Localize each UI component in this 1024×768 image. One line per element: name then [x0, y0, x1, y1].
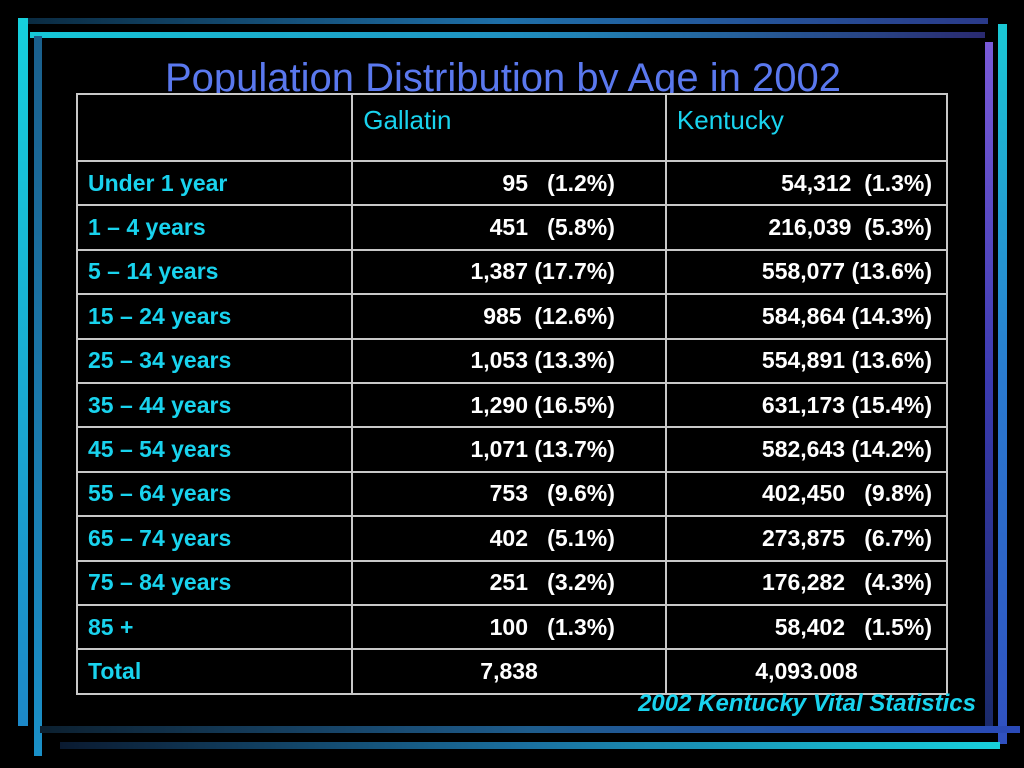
table-row: 45 – 54 years 1,071 (13.7%) 582,643 (14.2%…	[75, 426, 949, 473]
row-label: 55 – 64 years	[75, 470, 354, 518]
kentucky-value: 582,643 (14.2%)	[664, 426, 949, 473]
gallatin-value: 1,387 (17.7%)	[351, 248, 667, 296]
kentucky-value: 554,891 (13.6%)	[664, 337, 949, 384]
gallatin-value: 251 (3.2%)	[351, 559, 667, 606]
decorative-bar-top-2	[30, 32, 985, 38]
population-table: Gallatin Kentucky Under 1 year 95 (1.2%) 5…	[75, 93, 949, 695]
gallatin-value: 1,071 (13.7%)	[351, 426, 667, 473]
table-header-row: Gallatin Kentucky	[75, 93, 949, 162]
table-row: 55 – 64 years 753 (9.6%) 402,450 (9.8%)	[75, 470, 949, 518]
table-row: 35 – 44 years 1,290 (16.5%) 631,173 (15.4%…	[75, 381, 949, 429]
source-caption: 2002 Kentucky Vital Statistics	[638, 690, 976, 717]
table-row: 25 – 34 years 1,053 (13.3%) 554,891 (13.6%…	[75, 337, 949, 384]
kentucky-value: 58,402 (1.5%)	[664, 603, 949, 651]
table-row: 75 – 84 years 251 (3.2%) 176,282 (4.3%)	[75, 559, 949, 606]
gallatin-value: 753 (9.6%)	[351, 470, 667, 518]
decorative-bar-bottom-1	[40, 726, 1020, 733]
gallatin-value: 985 (12.6%)	[351, 293, 667, 340]
table-row: 15 – 24 years 985 (12.6%) 584,864 (14.3%)	[75, 293, 949, 340]
decorative-bar-left-1	[18, 18, 28, 726]
gallatin-value: 1,290 (16.5%)	[351, 381, 667, 429]
kentucky-value: 631,173 (15.4%)	[664, 381, 949, 429]
decorative-bar-right-1	[985, 42, 993, 732]
kentucky-total: 4,093.008	[664, 648, 949, 695]
gallatin-value: 95 (1.2%)	[351, 159, 667, 207]
header-cell-empty	[75, 93, 354, 162]
kentucky-value: 273,875 (6.7%)	[664, 515, 949, 562]
table-total-row: Total 7,838 4,093.008	[75, 648, 949, 695]
decorative-bar-bottom-2	[60, 742, 1000, 749]
row-label: Under 1 year	[75, 159, 354, 207]
total-label: Total	[75, 648, 354, 695]
gallatin-value: 1,053 (13.3%)	[351, 337, 667, 384]
row-label: 15 – 24 years	[75, 293, 354, 340]
decorative-bar-left-2	[34, 36, 42, 756]
slide-title: Population Distribution by Age in 2002	[164, 56, 841, 100]
kentucky-value: 176,282 (4.3%)	[664, 559, 949, 606]
row-label: 25 – 34 years	[75, 337, 354, 384]
kentucky-value: 402,450 (9.8%)	[664, 470, 949, 518]
gallatin-value: 100 (1.3%)	[351, 603, 667, 651]
row-label: 5 – 14 years	[75, 248, 354, 296]
row-label: 75 – 84 years	[75, 559, 354, 606]
row-label: 45 – 54 years	[75, 426, 354, 473]
row-label: 65 – 74 years	[75, 515, 354, 562]
gallatin-total: 7,838	[351, 648, 667, 695]
kentucky-value: 584,864 (14.3%)	[664, 293, 949, 340]
kentucky-value: 558,077 (13.6%)	[664, 248, 949, 296]
table-row: 1 – 4 years 451 (5.8%) 216,039 (5.3%)	[75, 204, 949, 251]
kentucky-value: 216,039 (5.3%)	[664, 204, 949, 251]
row-label: 1 – 4 years	[75, 204, 354, 251]
header-cell-kentucky: Kentucky	[664, 93, 949, 162]
gallatin-value: 402 (5.1%)	[351, 515, 667, 562]
table-row: 5 – 14 years 1,387 (17.7%) 558,077 (13.6%)	[75, 248, 949, 296]
kentucky-value: 54,312 (1.3%)	[664, 159, 949, 207]
table-row: 65 – 74 years 402 (5.1%) 273,875 (6.7%)	[75, 515, 949, 562]
table-row: 85 +100 (1.3%) 58,402 (1.5%)	[75, 603, 949, 651]
header-cell-gallatin: Gallatin	[351, 93, 667, 162]
row-label: 85 +	[75, 603, 354, 651]
decorative-bar-top-1	[20, 18, 988, 24]
gallatin-value: 451 (5.8%)	[351, 204, 667, 251]
row-label: 35 – 44 years	[75, 381, 354, 429]
table-row: Under 1 year 95 (1.2%) 54,312 (1.3%)	[75, 159, 949, 207]
decorative-bar-right-2	[998, 24, 1007, 744]
